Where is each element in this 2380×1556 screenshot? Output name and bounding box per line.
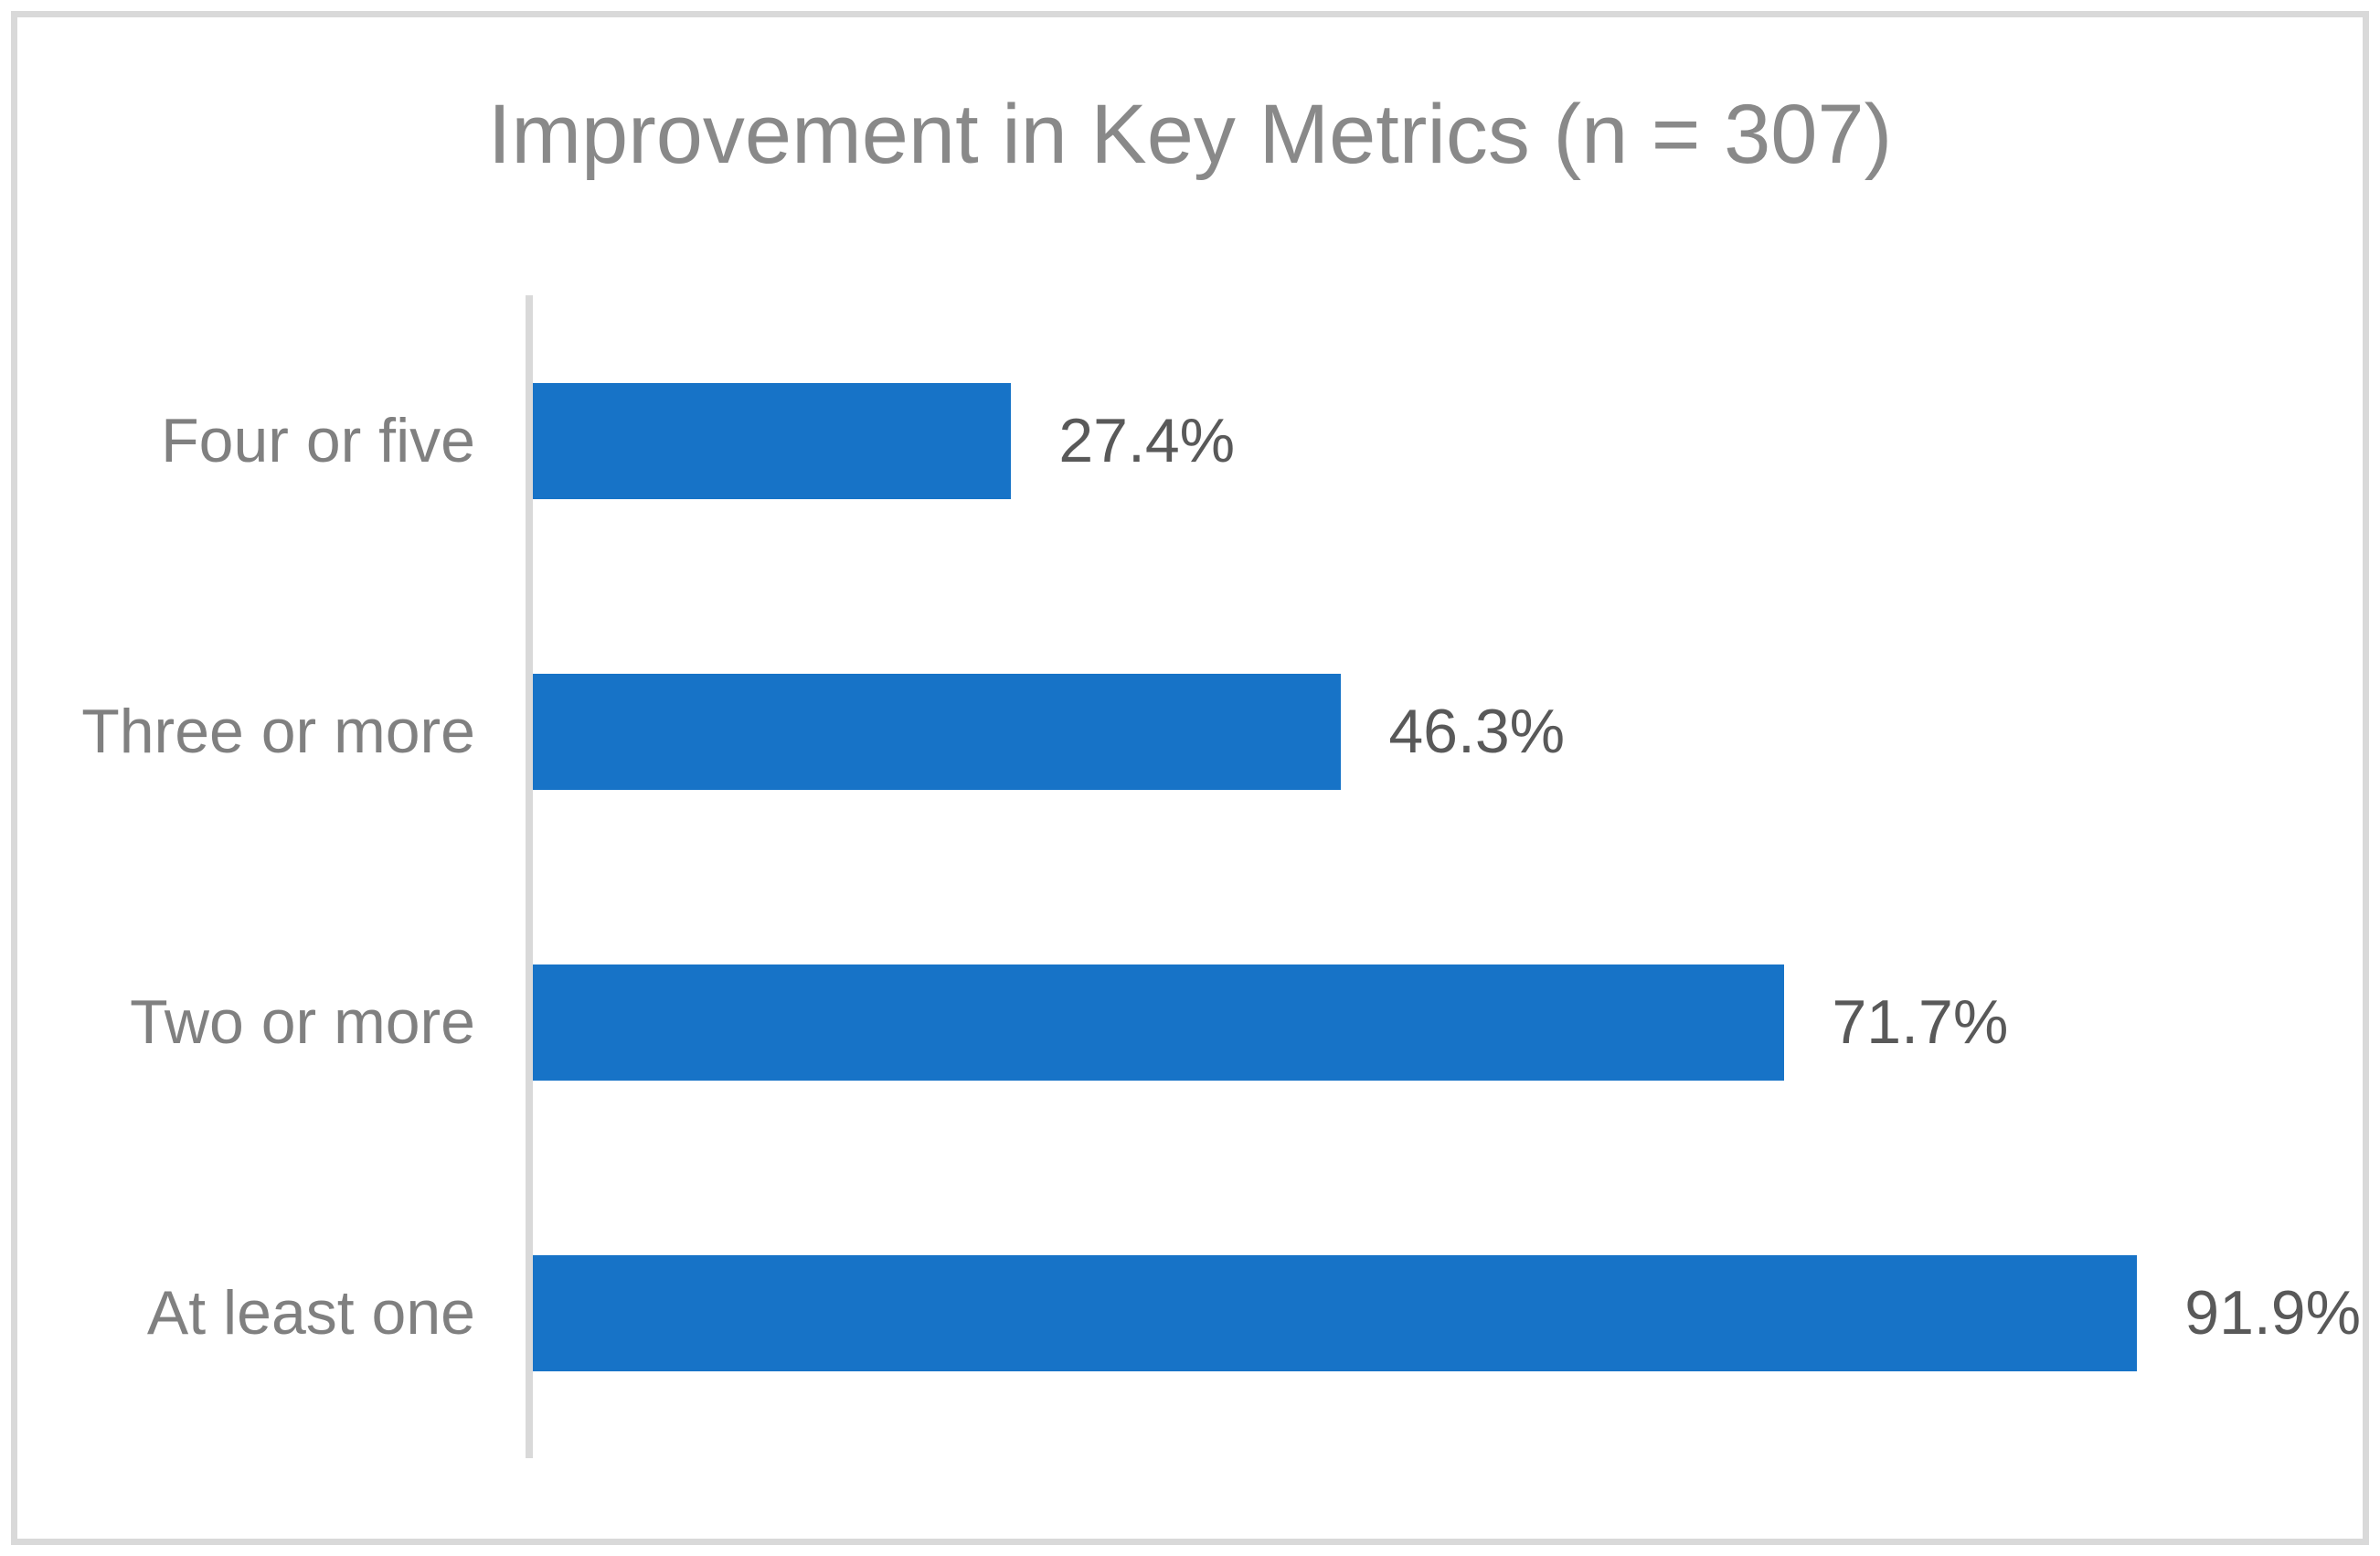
category-axis: Four or five Three or more Two or more At l…	[0, 295, 475, 1458]
bar-value-label: 46.3%	[1388, 697, 1566, 766]
category-label: Three or more	[81, 697, 475, 766]
bar-row: 46.3%	[533, 586, 2279, 877]
bar[interactable]	[533, 1254, 2138, 1371]
bar-row: 27.4%	[533, 295, 2279, 586]
bar-value-label: 27.4%	[1058, 406, 1236, 475]
chart-title: Improvement in Key Metrics (n = 307)	[487, 88, 1893, 181]
plot-area: 27.4% 46.3% 71.7% 91.9%	[526, 295, 2361, 1458]
bar[interactable]	[533, 964, 1785, 1081]
bar-row: 71.7%	[533, 877, 2279, 1167]
category-label: At least one	[146, 1278, 475, 1348]
bar-row: 91.9%	[533, 1167, 2361, 1458]
bar[interactable]	[533, 382, 1012, 499]
category-label: Four or five	[161, 406, 475, 475]
bar[interactable]	[533, 673, 1342, 790]
bar-value-label: 91.9%	[2184, 1278, 2362, 1348]
category-label: Two or more	[130, 987, 475, 1057]
bar-value-label: 71.7%	[1832, 987, 2009, 1057]
